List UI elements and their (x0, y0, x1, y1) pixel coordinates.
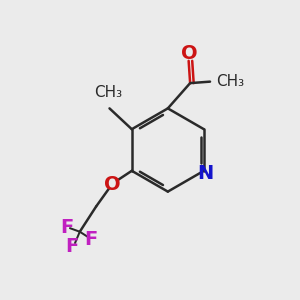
Text: O: O (181, 44, 198, 63)
Text: CH₃: CH₃ (94, 85, 122, 100)
Text: F: F (60, 218, 73, 237)
Text: O: O (104, 175, 121, 194)
Text: CH₃: CH₃ (216, 74, 244, 89)
Text: F: F (85, 230, 98, 249)
Text: F: F (66, 236, 79, 256)
Text: N: N (197, 164, 214, 183)
